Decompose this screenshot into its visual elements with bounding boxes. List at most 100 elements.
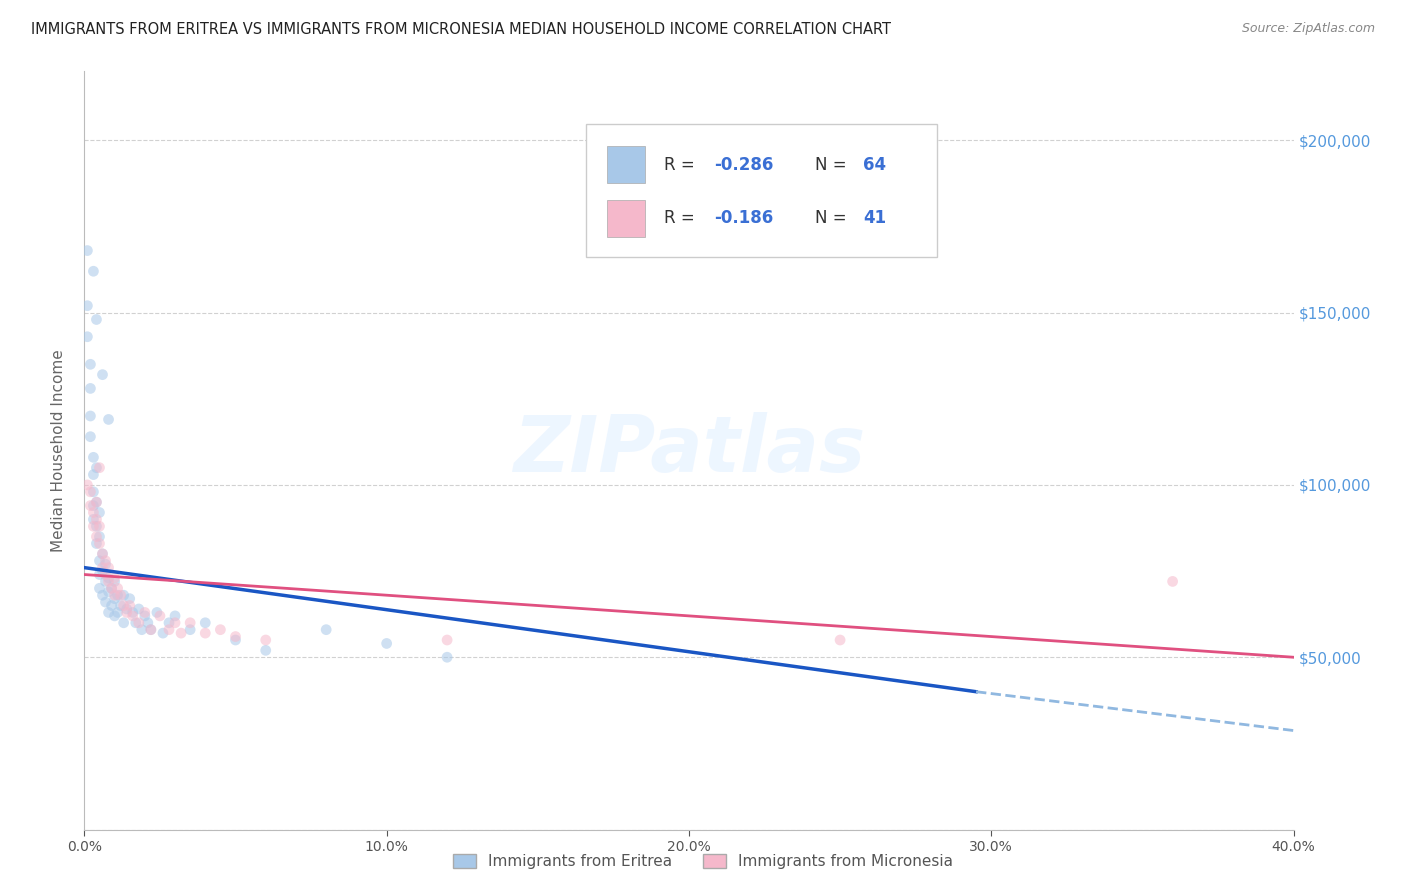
Point [86, 530, 108, 544]
Text: R =: R = [664, 155, 700, 174]
Point [97, 606, 120, 620]
Point [104, 588, 127, 602]
Point [79, 357, 101, 371]
Point [165, 615, 187, 630]
Point [89, 536, 111, 550]
Point [128, 602, 150, 616]
Point [79, 381, 101, 395]
Point [107, 588, 129, 602]
Point [76, 478, 98, 492]
Point [91, 547, 114, 561]
Point [115, 602, 138, 616]
Point [97, 584, 120, 599]
Text: R =: R = [664, 210, 700, 227]
Point [94, 574, 117, 589]
Point [82, 519, 104, 533]
Text: IMMIGRANTS FROM ERITREA VS IMMIGRANTS FROM MICRONESIA MEDIAN HOUSEHOLD INCOME CO: IMMIGRANTS FROM ERITREA VS IMMIGRANTS FR… [31, 22, 891, 37]
Point [91, 560, 114, 574]
Point [79, 409, 101, 423]
Text: ZIPatlas: ZIPatlas [513, 412, 865, 489]
Point [86, 519, 108, 533]
Point [115, 606, 138, 620]
Point [107, 582, 129, 596]
Point [86, 312, 108, 326]
Point [104, 571, 127, 585]
Text: 64: 64 [863, 155, 886, 174]
Point [82, 467, 104, 482]
Point [136, 615, 159, 630]
Point [104, 591, 127, 606]
Point [107, 606, 129, 620]
Point [82, 499, 104, 513]
Point [165, 608, 187, 623]
Point [89, 582, 111, 596]
Point [254, 643, 277, 657]
Point [254, 633, 277, 648]
Point [91, 547, 114, 561]
Point [157, 623, 180, 637]
Point [76, 244, 98, 258]
Point [82, 506, 104, 520]
Point [436, 633, 458, 648]
Point [225, 630, 247, 644]
Point [82, 264, 104, 278]
Point [112, 599, 135, 613]
Point [91, 564, 114, 578]
Point [86, 495, 108, 509]
Point [86, 495, 108, 509]
Point [131, 623, 153, 637]
Point [89, 460, 111, 475]
Point [94, 557, 117, 572]
Text: N =: N = [814, 155, 852, 174]
Point [157, 615, 180, 630]
Point [100, 599, 122, 613]
Point [79, 499, 101, 513]
Point [179, 615, 201, 630]
Point [89, 554, 111, 568]
Text: -0.186: -0.186 [714, 210, 773, 227]
Point [86, 460, 108, 475]
Y-axis label: Median Household Income: Median Household Income [51, 349, 66, 552]
FancyBboxPatch shape [607, 146, 645, 183]
Point [225, 633, 247, 648]
Point [89, 506, 111, 520]
Point [149, 608, 172, 623]
Point [1161, 574, 1184, 589]
Point [89, 530, 111, 544]
Point [100, 582, 122, 596]
Point [139, 623, 162, 637]
Point [86, 512, 108, 526]
Point [82, 512, 104, 526]
Point [139, 623, 162, 637]
Point [82, 450, 104, 465]
Point [134, 606, 156, 620]
Point [125, 615, 148, 630]
Point [194, 615, 217, 630]
Point [121, 606, 143, 620]
Point [152, 626, 174, 640]
Point [89, 519, 111, 533]
Point [146, 606, 169, 620]
FancyBboxPatch shape [607, 201, 645, 236]
Point [91, 588, 114, 602]
Point [110, 588, 132, 602]
Point [94, 567, 117, 582]
Point [112, 588, 135, 602]
Point [97, 560, 120, 574]
Point [79, 484, 101, 499]
Point [170, 626, 193, 640]
Text: 41: 41 [863, 210, 886, 227]
Point [76, 330, 98, 344]
Point [179, 623, 201, 637]
Point [209, 623, 232, 637]
Point [112, 615, 135, 630]
Text: Source: ZipAtlas.com: Source: ZipAtlas.com [1241, 22, 1375, 36]
Point [89, 567, 111, 582]
Point [76, 299, 98, 313]
Point [97, 574, 120, 589]
Legend: Immigrants from Eritrea, Immigrants from Micronesia: Immigrants from Eritrea, Immigrants from… [447, 848, 959, 875]
Point [100, 582, 122, 596]
Text: N =: N = [814, 210, 852, 227]
Point [436, 650, 458, 665]
Point [110, 599, 132, 613]
